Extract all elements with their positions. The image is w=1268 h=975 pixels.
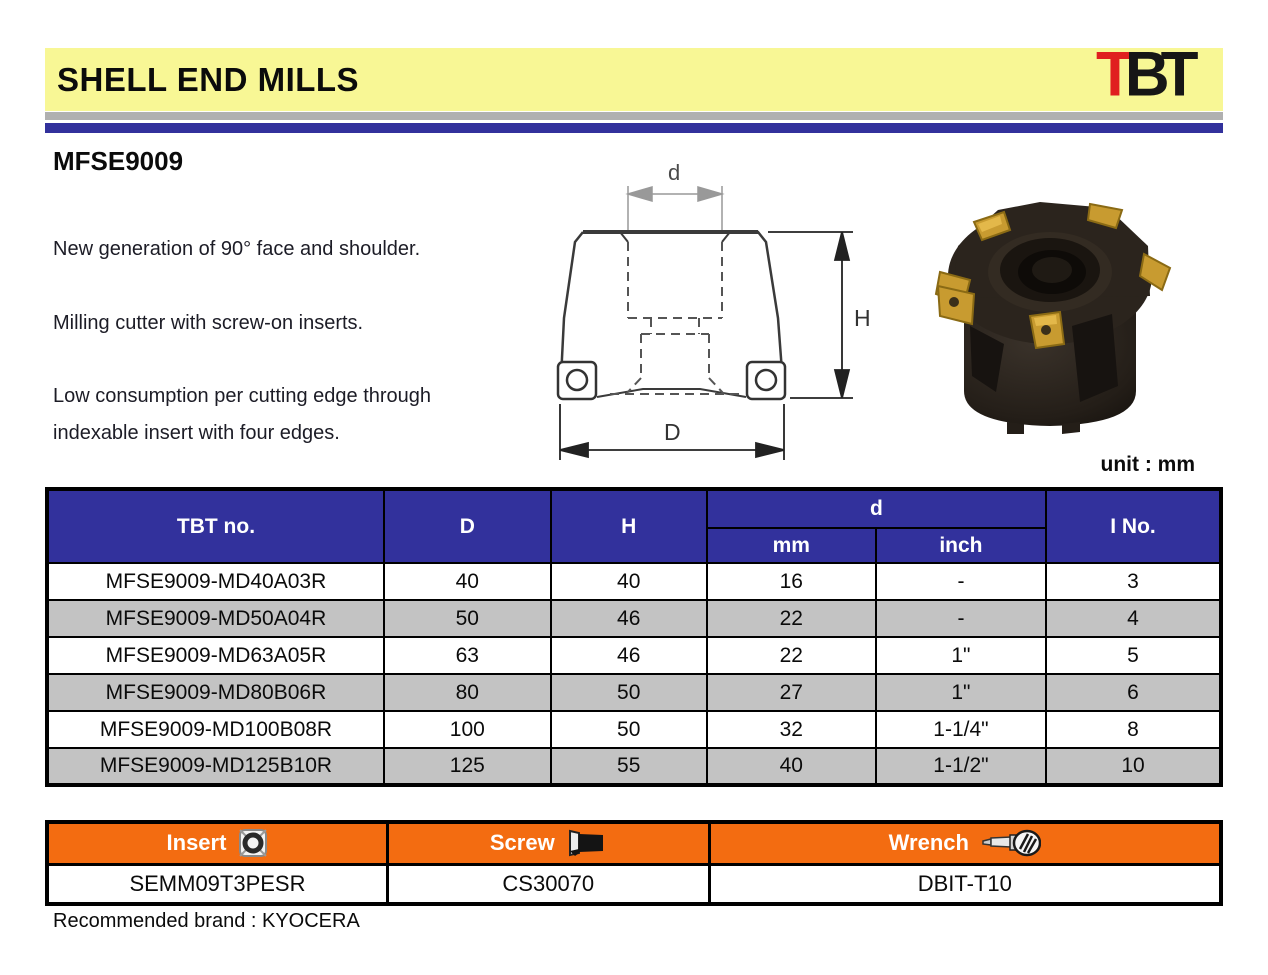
description-line: New generation of 90° face and shoulder. [53, 238, 421, 260]
spec-table-container: TBT no. D H d I No. mm inch MFSE9009-MD4… [45, 487, 1223, 787]
header-stripe-gray [45, 112, 1223, 120]
logo-letter-t: T [1096, 39, 1134, 110]
product-photo [934, 202, 1172, 434]
cell-insert-no: 10 [1045, 747, 1222, 786]
dim-label-d: d [668, 160, 680, 185]
header-band: SHELL END MILLS [45, 48, 1223, 111]
accessories-table-container: Insert Screw [45, 820, 1223, 906]
cell-h: 46 [549, 599, 708, 638]
wrench-icon [981, 828, 1042, 858]
cell-inch: 1" [874, 673, 1048, 712]
cell-tbt-no: MFSE9009-MD40A03R [46, 562, 385, 601]
tbt-logo: TBT [1096, 43, 1198, 106]
dim-label-h: H [854, 305, 871, 331]
insert-value: SEMM09T3PESR [45, 862, 389, 906]
description-line: Milling cutter with screw-on inserts. [53, 312, 364, 334]
dim-label-big-d: D [664, 419, 681, 445]
accessory-label: Insert [166, 830, 227, 856]
accessory-label: Wrench [888, 830, 969, 856]
cell-inch: - [874, 599, 1048, 638]
cell-h: 40 [549, 562, 708, 601]
cell-h: 46 [549, 636, 708, 675]
cell-insert-no: 4 [1045, 599, 1222, 638]
cell-mm: 16 [705, 562, 877, 601]
cell-tbt-no: MFSE9009-MD125B10R [46, 747, 385, 786]
col-header-h: H [549, 488, 708, 564]
cell-tbt-no: MFSE9009-MD50A04R [46, 599, 385, 638]
unit-label: unit : mm [1100, 453, 1196, 476]
cell-d: 63 [382, 636, 552, 675]
screw-icon [567, 829, 607, 857]
header-stripe-blue [45, 123, 1223, 133]
cell-insert-no: 3 [1045, 562, 1222, 601]
description-line: Low consumption per cutting edge through [53, 385, 432, 407]
cell-tbt-no: MFSE9009-MD80B06R [46, 673, 385, 712]
spec-table: TBT no. D H d I No. mm inch MFSE9009-MD4… [45, 487, 1223, 787]
table-row: MFSE9009-MD50A04R 50 46 22 - 4 [46, 599, 1222, 638]
cell-inch: - [874, 562, 1048, 601]
col-header-tbt-no: TBT no. [46, 488, 385, 564]
accessory-header-wrench: Wrench [707, 820, 1223, 866]
cell-mm: 32 [705, 710, 877, 749]
cell-inch: 1-1/4" [874, 710, 1048, 749]
cell-mm: 27 [705, 673, 877, 712]
insert-icon [238, 828, 268, 858]
page-title: SHELL END MILLS [57, 61, 360, 98]
cell-d: 100 [382, 710, 552, 749]
col-header-inch: inch [874, 527, 1048, 564]
cell-h: 55 [549, 747, 708, 786]
cell-mm: 22 [705, 636, 877, 675]
recommended-brand-note: Recommended brand : KYOCERA [53, 910, 360, 932]
accessories-values-row: SEMM09T3PESR CS30070 DBIT-T10 [45, 862, 1223, 906]
table-row: MFSE9009-MD125B10R 125 55 40 1-1/2" 10 [46, 747, 1222, 786]
description-line: indexable insert with four edges. [53, 422, 340, 444]
logo-letters-bt: BT [1124, 39, 1199, 110]
cell-tbt-no: MFSE9009-MD100B08R [46, 710, 385, 749]
cell-h: 50 [549, 673, 708, 712]
accessory-label: Screw [489, 830, 555, 856]
table-row: MFSE9009-MD63A05R 63 46 22 1" 5 [46, 636, 1222, 675]
cell-inch: 1" [874, 636, 1048, 675]
cell-insert-no: 5 [1045, 636, 1222, 675]
cell-inch: 1-1/2" [874, 747, 1048, 786]
col-header-d-span: d [705, 488, 1048, 529]
cell-tbt-no: MFSE9009-MD63A05R [46, 636, 385, 675]
cell-d: 80 [382, 673, 552, 712]
table-row: MFSE9009-MD40A03R 40 40 16 - 3 [46, 562, 1222, 601]
cell-insert-no: 6 [1045, 673, 1222, 712]
screw-value: CS30070 [385, 862, 711, 906]
table-row: MFSE9009-MD100B08R 100 50 32 1-1/4" 8 [46, 710, 1222, 749]
model-number: MFSE9009 [53, 146, 184, 176]
cell-d: 125 [382, 747, 552, 786]
cell-d: 50 [382, 599, 552, 638]
cell-mm: 22 [705, 599, 877, 638]
accessory-header-screw: Screw [385, 820, 711, 866]
accessory-header-insert: Insert [45, 820, 389, 866]
cell-mm: 40 [705, 747, 877, 786]
cell-d: 40 [382, 562, 552, 601]
col-header-d-outer: D [382, 488, 552, 564]
table-row: MFSE9009-MD80B06R 80 50 27 1" 6 [46, 673, 1222, 712]
wrench-value: DBIT-T10 [707, 862, 1223, 906]
col-header-mm: mm [705, 527, 877, 564]
cell-insert-no: 8 [1045, 710, 1222, 749]
dimension-drawing: d H D [556, 160, 871, 460]
col-header-insert-no: I No. [1045, 488, 1222, 564]
accessories-table: Insert Screw [45, 820, 1223, 906]
cell-h: 50 [549, 710, 708, 749]
